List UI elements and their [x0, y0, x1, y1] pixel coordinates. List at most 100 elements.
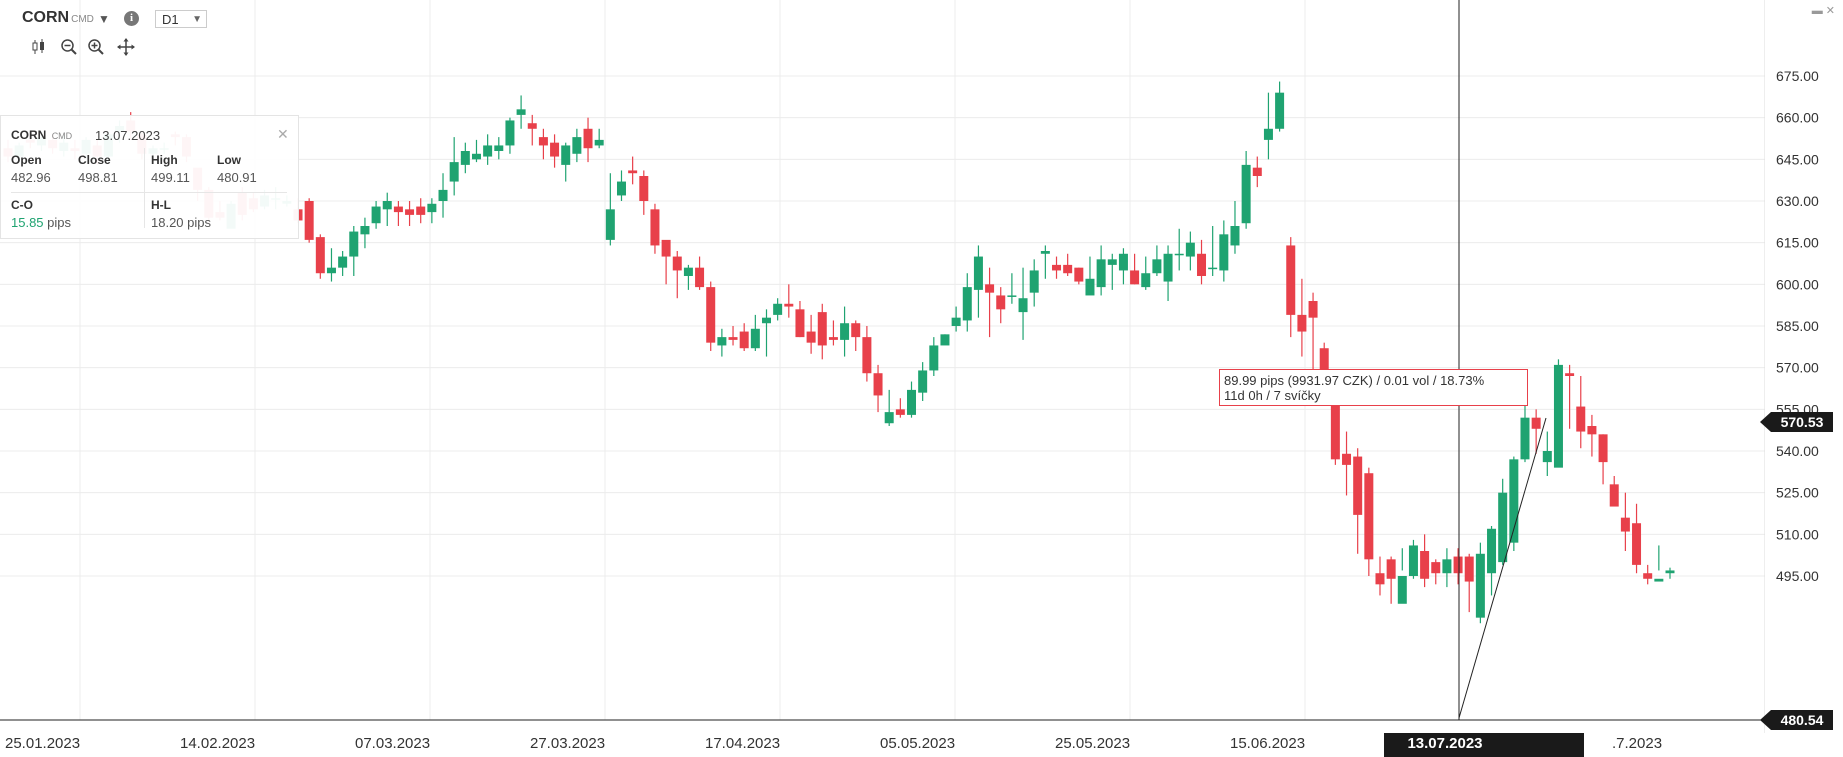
co-value: 15.85 pips [11, 215, 72, 230]
candle [326, 248, 336, 282]
candle [538, 128, 548, 160]
x-tick-label: .7.2023 [1612, 735, 1662, 752]
y-tick-label: 540.00 [1776, 443, 1819, 459]
chart-header: CORN CMD ▼ i D1 ▼ ▬ ✕ [0, 0, 1843, 34]
y-tick-label: 600.00 [1776, 276, 1819, 292]
candle [460, 142, 470, 174]
candle [1029, 259, 1039, 307]
crosshair-date-label: 13.07.2023 [1407, 735, 1482, 752]
candle [1197, 239, 1207, 285]
candle [817, 303, 827, 360]
candle [1096, 245, 1106, 296]
high-label: High [151, 153, 178, 167]
candle [1185, 231, 1195, 271]
candle [1040, 245, 1050, 279]
y-tick-label: 510.00 [1776, 526, 1819, 542]
symbol-type: CMD [71, 14, 94, 25]
co-label: C-O [11, 198, 33, 212]
candle [784, 284, 794, 318]
candle [1565, 364, 1575, 429]
candle [1520, 403, 1530, 463]
timeframe-select[interactable]: D1 ▼ [155, 10, 207, 28]
candle [1252, 156, 1262, 188]
candle [527, 114, 537, 146]
candle [1263, 92, 1273, 160]
measure-tooltip: 89.99 pips (9931.97 CZK) / 0.01 vol / 18… [1219, 369, 1528, 406]
window-controls[interactable]: ▬ ✕ [1811, 5, 1835, 17]
high-value: 499.11 [151, 170, 190, 185]
price-axis[interactable]: 675.00 660.00 645.00 630.00 615.00 600.00 585.… [1776, 68, 1819, 584]
candle [884, 389, 894, 426]
price-axis-bg [1765, 0, 1843, 733]
candle [1275, 81, 1285, 132]
measure-line-2: 11d 0h / 7 svíčky [1224, 388, 1321, 403]
candle [1130, 253, 1140, 285]
candle [750, 314, 760, 351]
candle [940, 334, 950, 346]
y-tick-label: 630.00 [1776, 193, 1819, 209]
candle [739, 323, 749, 351]
x-tick-label: 05.05.2023 [880, 735, 955, 752]
candle [951, 306, 961, 332]
candlestick-icon[interactable] [28, 38, 50, 60]
crosshair-date-tag: 13.07.2023 [1384, 733, 1584, 757]
candle [349, 226, 359, 276]
low-value: 480.91 [217, 170, 257, 185]
candle [706, 281, 716, 351]
measure-line-1: 89.99 pips (9931.97 CZK) / 0.01 vol / 18… [1224, 373, 1485, 388]
x-tick-label: 07.03.2023 [355, 735, 430, 752]
time-axis[interactable]: 25.01.2023 14.02.2023 07.03.2023 27.03.2023… [5, 735, 1662, 752]
candle [1219, 220, 1229, 282]
close-icon[interactable]: ✕ [277, 126, 289, 142]
candle [405, 201, 415, 226]
y-tick-label: 675.00 [1776, 68, 1819, 84]
last-price-label: 570.53 [1781, 414, 1824, 430]
symbol-selector[interactable]: CORN CMD [22, 9, 94, 27]
x-tick-label: 15.06.2023 [1230, 735, 1305, 752]
low-label: Low [217, 153, 241, 167]
zoom-out-icon[interactable] [58, 38, 80, 60]
candle [1542, 431, 1552, 476]
candle [550, 134, 560, 168]
crosshair-move-icon[interactable] [115, 38, 137, 60]
candle [516, 95, 526, 129]
candle [1375, 556, 1385, 596]
candle [1208, 226, 1218, 276]
candle [1107, 253, 1117, 290]
candle [628, 156, 638, 185]
ohlc-symbol: CORN CMD [11, 128, 73, 142]
measure-trend-line[interactable] [1458, 417, 1547, 719]
candle [985, 267, 995, 338]
candle [304, 198, 314, 243]
candle [1152, 245, 1162, 276]
candle [1576, 376, 1586, 449]
candle [427, 198, 437, 224]
y-tick-label: 585.00 [1776, 318, 1819, 334]
candle [1397, 548, 1407, 604]
open-label: Open [11, 153, 42, 167]
open-value: 482.96 [11, 170, 51, 185]
candle [895, 398, 905, 418]
candle [973, 245, 983, 318]
candle [416, 198, 426, 224]
candle [962, 273, 972, 332]
candle [1230, 201, 1240, 254]
candle [1509, 456, 1519, 551]
candle [661, 239, 671, 285]
info-icon[interactable]: i [124, 11, 139, 26]
x-tick-label: 14.02.2023 [180, 735, 255, 752]
candle [1063, 253, 1073, 276]
candle [393, 201, 403, 226]
zoom-in-icon[interactable] [85, 38, 107, 60]
candle [1163, 245, 1173, 301]
panel-divider [11, 192, 287, 193]
candle [1643, 564, 1653, 585]
caret-down-icon[interactable]: ▼ [98, 12, 110, 26]
candle [1654, 545, 1664, 582]
chevron-down-icon: ▼ [192, 14, 202, 25]
candle [371, 201, 381, 229]
candle [1665, 567, 1675, 579]
candle [672, 251, 682, 299]
close-label: Close [78, 153, 111, 167]
